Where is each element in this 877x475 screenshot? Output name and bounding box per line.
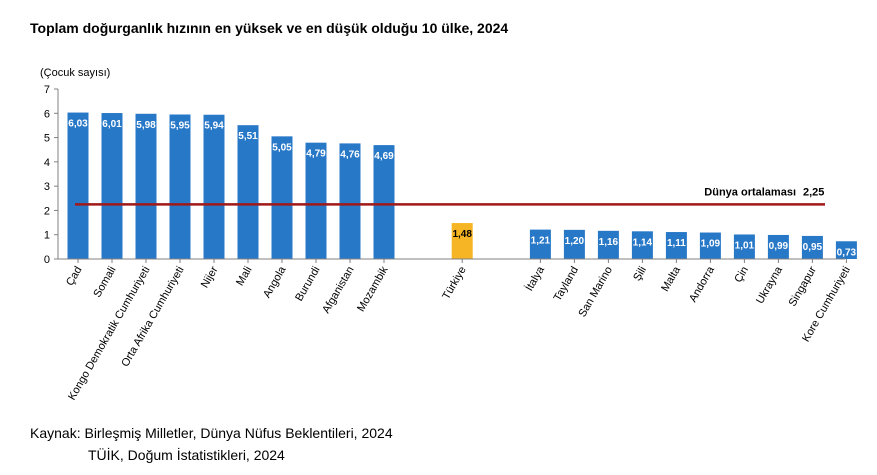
bar-2 (135, 113, 157, 260)
bar-14 (631, 231, 653, 259)
bar-value-label: 4,79 (306, 149, 326, 160)
x-tick-label: Çad (64, 265, 84, 288)
axes (57, 89, 845, 260)
reference-line-label: Dünya ortalaması (704, 186, 796, 198)
x-tick-label: Mali (234, 265, 254, 288)
bar-value-label: 1,11 (667, 238, 686, 249)
x-tick-label: Tayland (552, 265, 581, 304)
bar-1 (101, 113, 123, 260)
bar-12 (563, 229, 585, 259)
bar-11 (529, 229, 551, 259)
x-tick-label: San Marino (576, 265, 615, 320)
y-tick-label: 1 (44, 230, 50, 242)
y-axis-label: (Çocuk sayısı) (40, 67, 110, 79)
x-tick-label: Şili (631, 265, 649, 284)
bar-9 (373, 145, 395, 259)
bar-value-label: 4,76 (340, 149, 360, 160)
x-tick-label: Singapur (787, 264, 820, 308)
bar-17 (733, 234, 755, 259)
y-tick-label: 2 (44, 205, 50, 217)
bar-value-label: 4,69 (374, 151, 394, 162)
x-tick-label: İtalya (523, 263, 548, 293)
bar-value-label: 1,14 (633, 237, 653, 248)
x-tick-label: Mozambik (355, 264, 391, 314)
bar-value-label: 5,05 (272, 142, 292, 153)
x-tick-label: Orta Afrika Cumhuriyeti (119, 265, 186, 369)
source-line-2: TÜİK, Doğum İstatistikleri, 2024 (88, 447, 285, 463)
bar-value-label: 5,98 (136, 120, 156, 131)
x-tick-label: Çin (732, 265, 751, 285)
bar-value-label: 0,73 (837, 247, 857, 258)
y-tick-label: 4 (44, 157, 50, 169)
bar-16 (699, 232, 721, 259)
y-axis-ticks: 0 1 2 3 4 5 6 7 (44, 84, 58, 266)
bar-4 (203, 114, 225, 259)
bar-value-label: 5,95 (170, 121, 190, 132)
y-tick-label: 6 (44, 108, 50, 120)
bar-3 (169, 114, 191, 259)
bar-value-label: 0,99 (769, 241, 789, 252)
bar-value-label: 5,94 (204, 121, 224, 132)
bar-value-label: 1,48 (452, 229, 472, 240)
bar-5 (237, 125, 259, 259)
x-tick-label: Afganistan (320, 265, 356, 316)
bar-20 (835, 241, 857, 259)
x-tick-label: Andorra (687, 264, 717, 305)
bar-15 (665, 232, 687, 259)
source-line-1: Kaynak: Birleşmiş Milletler, Dünya Nüfus… (30, 425, 393, 441)
x-tick-label: Burundi (293, 265, 322, 304)
bar-value-label: 6,03 (68, 119, 88, 130)
x-tick-label: Angola (261, 264, 289, 300)
bar-7 (305, 142, 327, 259)
bar-6 (271, 136, 293, 259)
y-tick-label: 7 (44, 84, 50, 96)
reference-line-value: 2,25 (803, 186, 824, 198)
bar-10 (451, 223, 473, 259)
bar-value-label: 6,01 (102, 119, 122, 130)
x-tick-label: Türkiye (440, 265, 468, 302)
bar-value-label: 1,21 (531, 236, 551, 247)
bar-18 (767, 234, 789, 259)
bar-value-label: 1,01 (735, 240, 755, 251)
y-tick-label: 0 (44, 254, 50, 266)
bar-value-label: 1,16 (599, 237, 619, 248)
bar-8 (339, 143, 361, 259)
bar-value-label: 5,51 (238, 131, 258, 142)
bars: 6,03 6,01 5,98 5,95 5,94 5,51 5,05 4,79 4,76 4,69… (67, 112, 857, 260)
x-tick-label: Ukrayna (754, 264, 785, 306)
y-tick-label: 3 (44, 181, 50, 193)
chart-title: Toplam doğurganlık hızının en yüksek ve … (30, 20, 509, 36)
bar-value-label: 1,09 (701, 239, 721, 250)
x-tick-label: Nijer (199, 264, 221, 290)
y-tick-label: 5 (44, 133, 50, 145)
x-tick-label: Somali (91, 265, 118, 300)
bar-19 (801, 235, 823, 259)
bar-chart: (Çocuk sayısı) 0 1 2 3 4 5 6 7 6,03 6,01 5,98 5,95… (40, 67, 857, 402)
bar-value-label: 1,20 (565, 236, 585, 247)
bar-value-label: 0,95 (803, 242, 823, 253)
bar-13 (597, 230, 619, 259)
bar-0 (67, 112, 89, 259)
x-tick-label: Malta (659, 264, 683, 294)
reference-line-group: Dünya ortalaması 2,25 (75, 186, 825, 206)
